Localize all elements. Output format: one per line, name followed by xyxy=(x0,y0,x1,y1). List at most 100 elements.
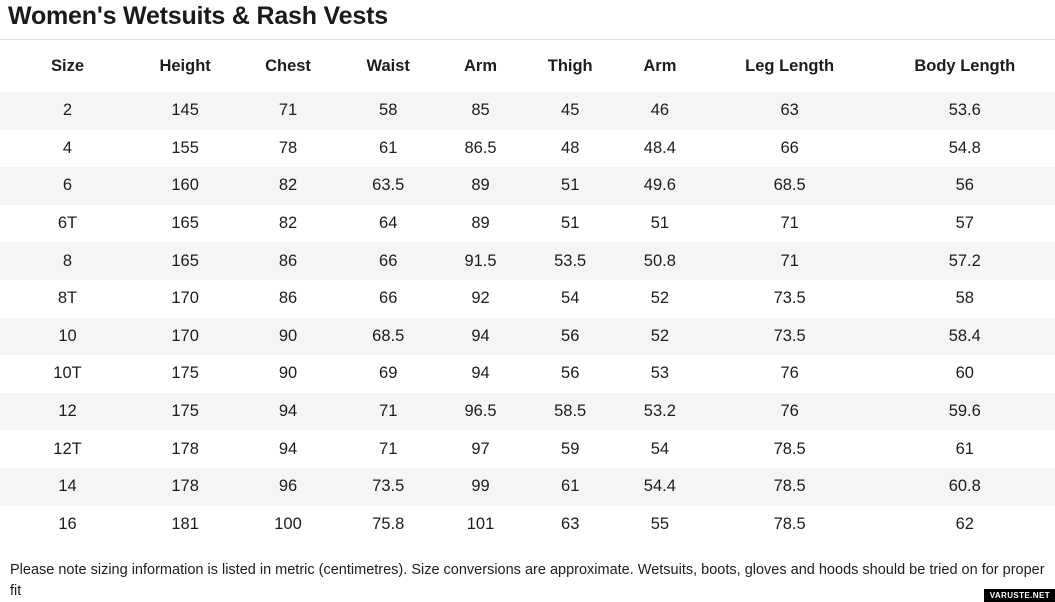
table-row: 16 181 100 75.8 101 63 55 78.5 62 xyxy=(0,506,1055,544)
table-cell: 89 xyxy=(471,214,490,233)
table-cell: 175 xyxy=(171,364,199,383)
column-header: Body Length xyxy=(914,57,1016,75)
table-cell: 82 xyxy=(278,176,298,195)
table-cell: 76 xyxy=(780,402,799,421)
column-header: Waist xyxy=(366,57,410,75)
table-cell: 51 xyxy=(561,176,580,195)
table-cell: 71 xyxy=(278,101,298,120)
table-cell: 2 xyxy=(62,101,73,120)
table-cell: 54.4 xyxy=(643,477,676,496)
table-cell: 94 xyxy=(278,439,298,458)
table-cell: 8 xyxy=(62,251,73,270)
table-cell: 51 xyxy=(650,214,670,233)
table-cell: 165 xyxy=(171,214,199,233)
table-cell: 86 xyxy=(278,289,298,308)
size-chart-table: Size Height Chest Waist Arm Thigh Arm Leg Lengt… xyxy=(0,40,1055,543)
table-cell: 94 xyxy=(471,364,490,383)
table-cell: 8T xyxy=(57,289,78,308)
table-cell: 54 xyxy=(561,289,580,308)
table-cell: 53.2 xyxy=(643,402,676,421)
table-cell: 58 xyxy=(955,289,974,308)
table-row: 6T 165 82 64 89 51 51 71 57 xyxy=(0,205,1055,243)
table-cell: 160 xyxy=(171,176,199,195)
table-cell: 91.5 xyxy=(464,251,497,270)
column-header: Arm xyxy=(464,57,498,75)
table-cell: 175 xyxy=(171,402,199,421)
table-row: 14 178 96 73.5 99 61 54.4 78.5 60.8 xyxy=(0,467,1055,506)
table-cell: 63 xyxy=(780,101,799,120)
table-cell: 178 xyxy=(171,477,199,496)
table-cell: 94 xyxy=(278,402,298,421)
table-cell: 55 xyxy=(650,514,670,533)
table-cell: 56 xyxy=(955,176,974,195)
table-cell: 54 xyxy=(650,439,670,458)
table-cell: 14 xyxy=(58,477,77,496)
table-cell: 59.6 xyxy=(948,402,981,421)
column-header: Size xyxy=(51,57,85,75)
table-cell: 76 xyxy=(780,364,799,383)
table-cell: 71 xyxy=(780,214,799,233)
table-cell: 78.5 xyxy=(773,514,806,533)
table-cell: 52 xyxy=(650,289,670,308)
table-cell: 97 xyxy=(471,439,490,458)
watermark-badge: VARUSTE.NET xyxy=(983,589,1055,602)
table-cell: 60 xyxy=(955,364,974,383)
table-cell: 49.6 xyxy=(643,176,676,195)
table-cell: 56 xyxy=(561,364,580,383)
table-cell: 78.5 xyxy=(773,477,806,496)
table-row: 12T 178 94 71 97 59 54 78.5 61 xyxy=(0,430,1055,468)
table-cell: 94 xyxy=(471,326,490,345)
table-cell: 64 xyxy=(379,214,398,233)
table-cell: 53.6 xyxy=(948,101,981,120)
table-cell: 6T xyxy=(57,214,78,233)
table-cell: 181 xyxy=(171,514,199,533)
table-cell: 4 xyxy=(62,138,73,157)
page-header: Women's Wetsuits & Rash Vests xyxy=(0,0,1055,40)
table-cell: 66 xyxy=(780,138,799,157)
table-cell: 57 xyxy=(955,214,974,233)
table-cell: 66 xyxy=(379,251,398,270)
column-header: Leg Length xyxy=(745,57,835,75)
table-cell: 57.2 xyxy=(948,251,981,270)
table-row: 8 165 86 66 91.5 53.5 50.8 71 57.2 xyxy=(0,242,1055,280)
table-cell: 62 xyxy=(955,514,974,533)
table-cell: 71 xyxy=(780,251,799,270)
table-cell: 12T xyxy=(53,439,82,458)
table-cell: 71 xyxy=(379,402,398,421)
table-cell: 58.5 xyxy=(554,402,587,421)
table-cell: 90 xyxy=(278,364,298,383)
table-cell: 10T xyxy=(53,364,82,383)
table-cell: 10 xyxy=(58,326,77,345)
page-title: Women's Wetsuits & Rash Vests xyxy=(8,2,388,30)
table-cell: 71 xyxy=(379,439,398,458)
table-cell: 170 xyxy=(171,289,199,308)
table-cell: 6 xyxy=(62,176,73,195)
table-cell: 73.5 xyxy=(773,326,806,345)
table-row: 12 175 94 71 96.5 58.5 53.2 76 59.6 xyxy=(0,392,1055,431)
column-header: Chest xyxy=(265,57,311,75)
table-cell: 68.5 xyxy=(372,326,405,345)
table-cell: 86 xyxy=(278,251,298,270)
table-cell: 89 xyxy=(471,176,490,195)
table-cell: 16 xyxy=(58,514,77,533)
table-cell: 59 xyxy=(561,439,580,458)
table-cell: 52 xyxy=(650,326,670,345)
table-cell: 75.8 xyxy=(372,514,405,533)
table-cell: 53 xyxy=(650,364,670,383)
table-body: 2 145 71 58 85 45 46 63 53.6 4 155 78 61 86.5 48 48.4 66… xyxy=(0,92,1055,543)
table-cell: 61 xyxy=(379,138,398,157)
table-row: 2 145 71 58 85 45 46 63 53.6 xyxy=(0,92,1055,130)
table-cell: 145 xyxy=(171,101,199,120)
table-cell: 101 xyxy=(466,514,495,533)
table-row: 6 160 82 63.5 89 51 49.6 68.5 56 xyxy=(0,167,1055,205)
table-cell: 63.5 xyxy=(372,176,405,195)
column-header: Arm xyxy=(643,57,677,75)
table-cell: 100 xyxy=(274,514,302,533)
table-cell: 61 xyxy=(561,477,580,496)
table-cell: 50.8 xyxy=(643,251,676,270)
table-cell: 51 xyxy=(561,214,580,233)
table-cell: 99 xyxy=(471,477,490,496)
table-cell: 48.4 xyxy=(643,138,676,157)
table-cell: 78.5 xyxy=(773,439,806,458)
table-cell: 63 xyxy=(561,514,580,533)
